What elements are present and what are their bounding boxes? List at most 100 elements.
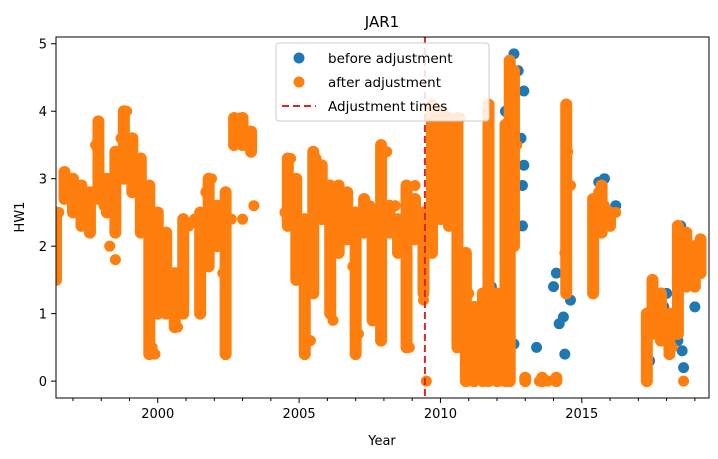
data-point bbox=[290, 179, 302, 191]
data-point bbox=[189, 213, 201, 225]
data-point bbox=[508, 105, 520, 117]
data-point bbox=[369, 294, 381, 306]
x-axis-label: Year bbox=[367, 434, 396, 449]
data-point bbox=[466, 375, 478, 387]
data-point bbox=[533, 375, 545, 387]
y-tick-label: 5 bbox=[39, 38, 47, 53]
y-tick-label: 1 bbox=[39, 308, 47, 323]
data-point bbox=[644, 321, 656, 333]
data-point bbox=[587, 213, 599, 225]
data-point bbox=[488, 335, 500, 347]
data-point bbox=[531, 341, 543, 353]
data-point bbox=[200, 186, 212, 198]
data-point bbox=[652, 294, 664, 306]
data-point bbox=[432, 152, 444, 164]
data-point bbox=[245, 125, 257, 137]
x-tick-label: 2005 bbox=[283, 407, 316, 422]
data-point bbox=[166, 308, 178, 320]
data-point bbox=[560, 98, 572, 110]
data-point bbox=[494, 375, 506, 387]
data-point bbox=[98, 200, 110, 212]
data-point bbox=[319, 206, 331, 218]
series-after-adjustment bbox=[56, 54, 707, 388]
data-point bbox=[92, 119, 104, 131]
data-point bbox=[641, 368, 653, 380]
data-point bbox=[160, 287, 172, 299]
data-point bbox=[401, 281, 413, 293]
data-point bbox=[542, 375, 554, 387]
data-point bbox=[686, 267, 698, 279]
data-point bbox=[310, 152, 322, 164]
data-point bbox=[336, 213, 348, 225]
data-point bbox=[304, 335, 316, 347]
data-point bbox=[347, 260, 359, 272]
data-point bbox=[205, 173, 217, 185]
data-point bbox=[90, 139, 102, 151]
data-point bbox=[352, 328, 364, 340]
data-point bbox=[67, 173, 79, 185]
plot-frame bbox=[55, 36, 710, 399]
data-point bbox=[504, 58, 516, 70]
data-point bbox=[610, 206, 622, 218]
data-point bbox=[194, 308, 206, 320]
data-point bbox=[692, 247, 704, 259]
data-point bbox=[477, 355, 489, 367]
data-point bbox=[279, 206, 291, 218]
data-point bbox=[364, 200, 376, 212]
data-point bbox=[155, 240, 167, 252]
data-point bbox=[559, 348, 571, 360]
data-point bbox=[678, 362, 690, 374]
data-point bbox=[341, 200, 353, 212]
data-point bbox=[126, 146, 138, 158]
y-tick-label: 3 bbox=[39, 173, 47, 188]
data-point bbox=[457, 328, 469, 340]
data-point bbox=[177, 274, 189, 286]
data-point bbox=[73, 186, 85, 198]
data-point bbox=[109, 254, 121, 266]
data-point bbox=[403, 341, 415, 353]
data-point bbox=[132, 173, 144, 185]
data-point bbox=[121, 105, 133, 117]
data-point bbox=[56, 206, 65, 218]
data-point bbox=[646, 281, 658, 293]
data-point bbox=[115, 132, 127, 144]
data-point bbox=[417, 294, 429, 306]
y-tick-label: 0 bbox=[39, 375, 47, 390]
data-point bbox=[225, 213, 237, 225]
data-point bbox=[389, 200, 401, 212]
data-point bbox=[499, 179, 511, 191]
data-point bbox=[56, 267, 62, 279]
legend-label: after adjustment bbox=[328, 75, 441, 91]
y-axis-label: HW1 bbox=[13, 202, 28, 233]
data-point bbox=[548, 281, 560, 293]
data-point bbox=[598, 200, 610, 212]
data-point bbox=[313, 173, 325, 185]
data-point bbox=[463, 287, 475, 299]
data-point bbox=[285, 152, 297, 164]
data-point bbox=[559, 247, 571, 259]
data-point bbox=[675, 233, 687, 245]
data-point bbox=[293, 274, 305, 286]
data-point bbox=[423, 247, 435, 259]
legend-marker bbox=[293, 52, 305, 64]
data-point bbox=[460, 362, 472, 374]
data-point bbox=[333, 179, 345, 191]
data-point bbox=[395, 213, 407, 225]
x-tick-label: 2000 bbox=[141, 407, 174, 422]
data-point bbox=[104, 240, 116, 252]
data-point bbox=[518, 85, 530, 97]
data-point bbox=[550, 375, 562, 387]
data-point bbox=[172, 321, 184, 333]
data-point bbox=[446, 200, 458, 212]
data-point bbox=[672, 308, 684, 320]
legend-label: Adjustment times bbox=[328, 99, 447, 115]
data-point bbox=[84, 220, 96, 232]
x-axis: 2000 2005 2010 2015 bbox=[72, 398, 696, 422]
data-point bbox=[518, 159, 530, 171]
data-point bbox=[420, 375, 432, 387]
data-point bbox=[324, 240, 336, 252]
data-point bbox=[519, 375, 531, 387]
data-point bbox=[381, 146, 393, 158]
x-tick-label: 2015 bbox=[565, 407, 598, 422]
